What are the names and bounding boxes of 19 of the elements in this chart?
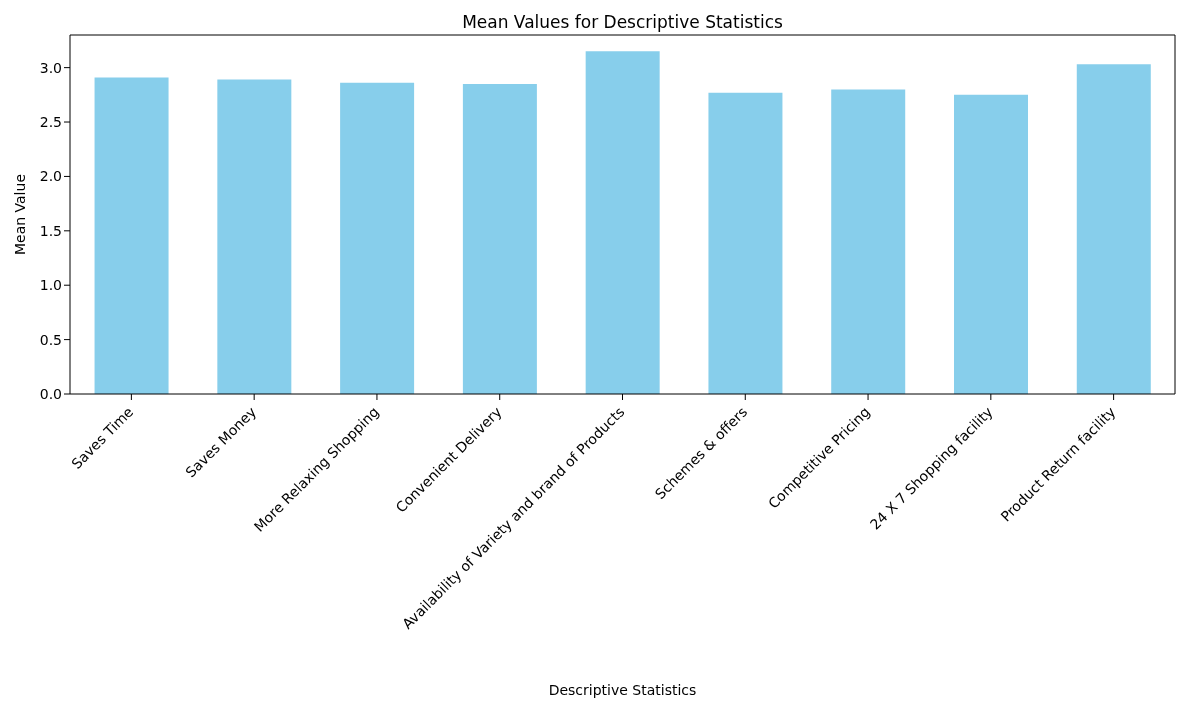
bar	[217, 79, 292, 394]
bar	[954, 94, 1028, 394]
bar	[585, 51, 660, 394]
bar	[94, 77, 169, 394]
bar	[1076, 64, 1151, 394]
bar	[462, 83, 537, 394]
chart-title: Mean Values for Descriptive Statistics	[461, 12, 784, 32]
bar	[340, 82, 415, 394]
y-axis-title: Mean Value	[12, 173, 28, 256]
y-tick-label: 2.0	[39, 168, 62, 185]
y-tick-label: 1.5	[39, 222, 62, 239]
bar	[831, 89, 906, 394]
y-tick-label: 3.0	[39, 59, 62, 76]
x-axis-title: Descriptive Statistics	[547, 682, 698, 698]
y-tick-label: 1.0	[39, 277, 62, 294]
y-tick-label: 2.5	[39, 114, 62, 130]
bar	[708, 92, 783, 394]
y-tick-label: 0.0	[39, 385, 62, 402]
y-tick-label: 0.5	[39, 331, 62, 348]
